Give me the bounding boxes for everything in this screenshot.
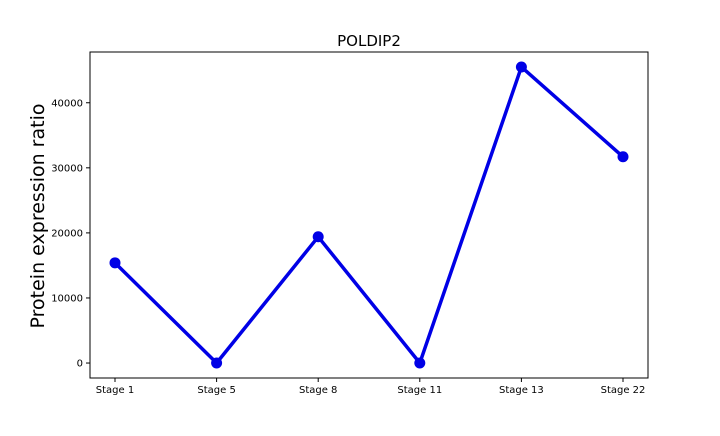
x-tick-label: Stage 1 [96,385,134,396]
y-tick-label: 20000 [51,228,83,239]
y-axis-label: Protein expression ratio [27,104,49,329]
y-axis-ticks: 0 10000 20000 30000 40000 [51,98,90,370]
y-tick-label: 10000 [51,293,83,304]
data-point [414,357,426,369]
plot-area-frame [89,51,649,379]
x-tick-label: Stage 22 [601,385,646,396]
x-tick-label: Stage 13 [499,385,544,396]
data-point [617,151,629,163]
x-axis-ticks: Stage 1 Stage 5 Stage 8 Stage 11 Stage 13 Sta… [96,378,646,396]
data-point [312,231,324,243]
y-tick-label: 40000 [51,98,83,109]
x-tick-label: Stage 8 [299,385,337,396]
chart-title: POLDIP2 [337,32,401,50]
series-line [113,65,625,365]
data-point [515,61,527,73]
x-tick-label: Stage 11 [397,385,442,396]
data-point [109,257,121,269]
y-tick-label: 30000 [51,163,83,174]
x-tick-label: Stage 5 [197,385,235,396]
data-point [211,357,223,369]
series-layer [109,61,629,369]
y-tick-label: 0 [77,359,83,370]
